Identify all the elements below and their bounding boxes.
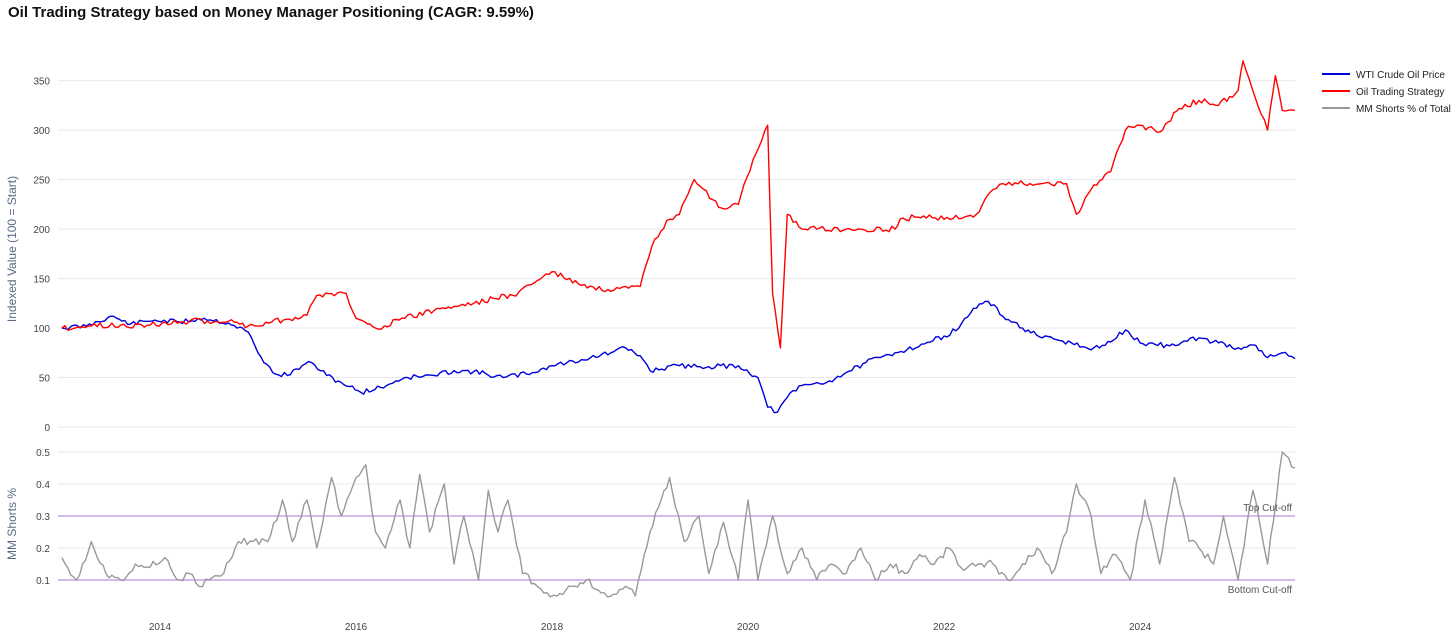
chart-title: Oil Trading Strategy based on Money Mana… [8, 4, 534, 21]
x-tick-label: 2018 [541, 622, 564, 633]
series-line-shorts [61, 451, 1296, 598]
top-y-tick-label: 0 [44, 423, 50, 434]
top-cutoff-label: Top Cut-off [1243, 503, 1292, 514]
top-y-tick-label: 100 [33, 324, 50, 335]
top-y-tick-label: 200 [33, 225, 50, 236]
bottom-y-tick-label: 0.3 [36, 512, 50, 523]
top-y-tick-label: 150 [33, 275, 50, 286]
top-y-axis-label: Indexed Value (100 = Start) [5, 176, 19, 322]
x-tick-label: 2022 [933, 622, 956, 633]
x-tick-label: 2014 [149, 622, 172, 633]
bottom-y-tick-label: 0.5 [36, 448, 50, 459]
bottom-y-axis-label: MM Shorts % [5, 488, 19, 560]
bottom-y-tick-label: 0.1 [36, 576, 50, 587]
bottom-y-tick-label: 0.2 [36, 544, 50, 555]
top-y-tick-label: 300 [33, 126, 50, 137]
bottom-y-tick-label: 0.4 [36, 480, 50, 491]
legend-label: MM Shorts % of Total [1356, 104, 1451, 115]
x-tick-label: 2020 [737, 622, 760, 633]
top-y-tick-label: 250 [33, 176, 50, 187]
series-line-strategy [61, 60, 1296, 349]
series-line-wti [61, 300, 1296, 414]
legend-label: Oil Trading Strategy [1356, 87, 1444, 98]
top-y-tick-label: 350 [33, 77, 50, 88]
bottom-cutoff-label: Bottom Cut-off [1228, 585, 1293, 596]
legend-label: WTI Crude Oil Price [1356, 70, 1445, 81]
x-tick-label: 2016 [345, 622, 368, 633]
x-tick-label: 2024 [1129, 622, 1152, 633]
top-y-tick-label: 50 [39, 374, 51, 385]
